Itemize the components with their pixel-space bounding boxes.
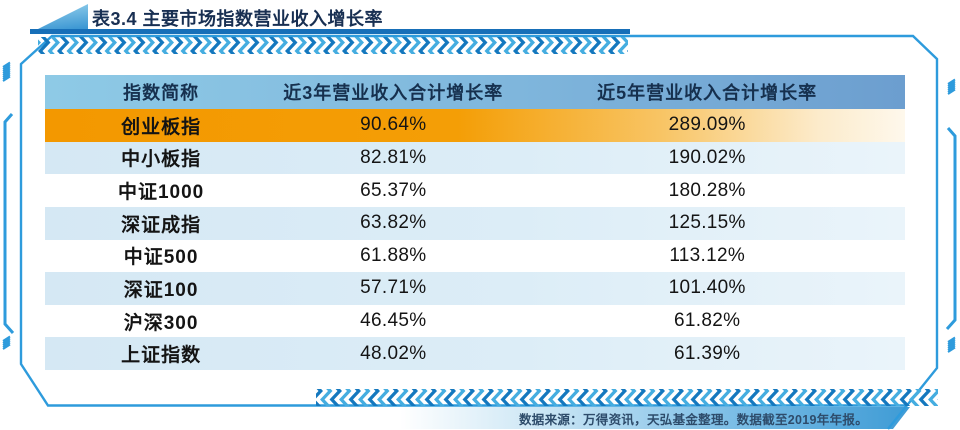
growth-5y-cell: 190.02% xyxy=(668,146,746,168)
table-row: 上证指数 48.02% 61.39% xyxy=(45,337,905,370)
table-row: 中证500 61.88% 113.12% xyxy=(45,239,905,273)
column-header-growth-3y: 近3年营业收入合计增长率 xyxy=(283,83,504,103)
source-note-text: 数据来源：万得资讯，天弘基金整理。数据截至2019年年报。 xyxy=(518,412,868,427)
column-header-index-name: 指数简称 xyxy=(123,83,200,103)
growth-5y-cell: 113.12% xyxy=(669,244,746,266)
growth-5y-cell: 289.09% xyxy=(668,114,746,136)
title-corner-triangle xyxy=(30,4,88,33)
growth-5y-cell: 125.15% xyxy=(668,212,746,234)
table-row: 深证成指 63.82% 125.15% xyxy=(45,206,905,240)
table-body: 创业板指 90.64% 289.09% 中小板指 82.81% 190.02% … xyxy=(45,109,905,370)
right-bottom-hatch-marks xyxy=(947,336,956,353)
column-header-growth-5y: 近5年营业收入合计增长率 xyxy=(597,83,818,103)
index-name-cell: 创业板指 xyxy=(121,116,202,138)
index-name-cell: 深证成指 xyxy=(121,214,202,236)
growth-5y-cell: 61.82% xyxy=(674,310,741,332)
growth-5y-cell: 101.40% xyxy=(668,277,746,299)
growth-3y-cell: 57.71% xyxy=(360,277,427,299)
table-row: 深证100 57.71% 101.40% xyxy=(45,272,905,305)
growth-3y-cell: 61.88% xyxy=(360,244,427,266)
right-bracket xyxy=(945,127,957,330)
index-name-cell: 沪深300 xyxy=(123,312,199,334)
table-row: 沪深300 46.45% 61.82% xyxy=(45,304,905,338)
growth-3y-cell: 46.45% xyxy=(360,310,427,332)
index-name-cell: 上证指数 xyxy=(121,345,202,367)
right-top-hatch-marks xyxy=(947,78,956,95)
table-row: 创业板指 90.64% 289.09% xyxy=(45,109,905,142)
left-top-hatch-marks xyxy=(2,61,11,82)
index-name-cell: 中小板指 xyxy=(121,149,202,171)
index-name-cell: 中证1000 xyxy=(117,182,205,204)
growth-3y-cell: 48.02% xyxy=(360,342,427,364)
source-note-bar: 数据来源：万得资讯，天弘基金整理。数据截至2019年年报。 xyxy=(400,407,910,429)
index-name-cell: 深证100 xyxy=(123,279,199,301)
growth-3y-cell: 90.64% xyxy=(360,114,427,136)
page-title: 表3.4 主要市场指数营业收入增长率 xyxy=(92,9,384,29)
left-bracket xyxy=(3,113,15,334)
growth-5y-cell: 180.28% xyxy=(668,179,746,201)
growth-3y-cell: 63.82% xyxy=(360,212,427,234)
index-name-cell: 中证500 xyxy=(123,247,199,269)
index-growth-table: 指数简称 近3年营业收入合计增长率 近5年营业收入合计增长率 创业板指 90.6… xyxy=(45,75,905,370)
bottom-chevron-band xyxy=(316,389,938,406)
growth-5y-cell: 61.39% xyxy=(674,342,741,364)
table-row: 中证1000 65.37% 180.28% xyxy=(45,174,905,207)
table-row: 中小板指 82.81% 190.02% xyxy=(45,141,905,175)
top-chevron-band xyxy=(38,37,628,54)
growth-3y-cell: 65.37% xyxy=(360,179,427,201)
growth-3y-cell: 82.81% xyxy=(360,146,427,168)
table-header-row: 指数简称 近3年营业收入合计增长率 近5年营业收入合计增长率 xyxy=(45,75,905,109)
left-bottom-hatch-marks xyxy=(2,335,11,350)
